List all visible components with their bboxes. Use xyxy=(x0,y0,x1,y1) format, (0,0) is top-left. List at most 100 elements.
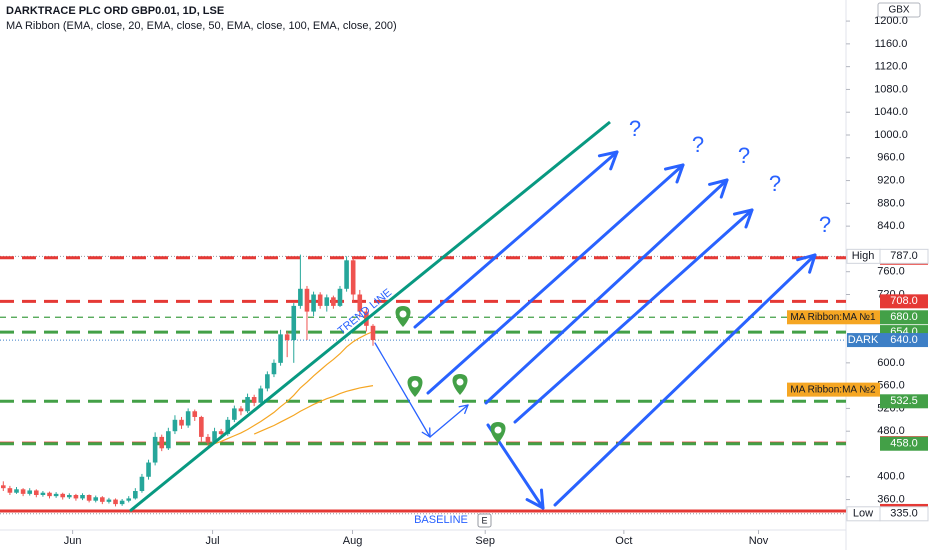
candle-body xyxy=(133,491,138,498)
candle-body xyxy=(311,294,316,311)
candle-body xyxy=(87,495,92,501)
candle-body xyxy=(8,488,13,493)
ma-tag: MA Ribbon:MA №1 xyxy=(790,312,876,323)
question-mark: ? xyxy=(738,143,750,168)
candle-body xyxy=(291,306,296,340)
candle-body xyxy=(140,477,145,491)
candle-body xyxy=(272,363,277,374)
x-tick-label: Sep xyxy=(475,535,495,547)
y-tick-label: 1200.0 xyxy=(874,15,908,27)
level-label: 708.0 xyxy=(890,295,918,307)
y-tick-label: 1040.0 xyxy=(874,106,908,118)
candle-body xyxy=(113,500,118,505)
y-tick-label: 1000.0 xyxy=(874,129,908,141)
candle-body xyxy=(14,489,19,492)
candle-body xyxy=(146,463,151,477)
candle-body xyxy=(351,260,356,294)
candle-body xyxy=(107,500,112,502)
y-tick-label: 1160.0 xyxy=(875,38,908,50)
candle-body xyxy=(120,501,125,504)
candle-body xyxy=(232,408,237,419)
candle-body xyxy=(265,374,270,388)
candle-body xyxy=(21,489,26,494)
y-tick-label: 480.0 xyxy=(877,425,905,437)
candle-body xyxy=(338,289,343,306)
candle-body xyxy=(245,397,250,411)
x-tick-label: Nov xyxy=(749,535,769,547)
candle-body xyxy=(206,437,211,443)
y-tick-label: 1120.0 xyxy=(875,61,908,73)
candle-body xyxy=(100,497,105,502)
location-pin-dot xyxy=(412,381,419,388)
candle-body xyxy=(331,297,336,306)
level-label: 458.0 xyxy=(890,438,918,450)
question-mark: ? xyxy=(819,212,831,237)
candle-body xyxy=(219,431,224,434)
indicator-title: MA Ribbon (EMA, close, 20, EMA, close, 5… xyxy=(6,20,397,32)
y-tick-label: 960.0 xyxy=(877,152,905,164)
y-tick-label: 600.0 xyxy=(877,357,905,369)
location-pin-dot xyxy=(400,311,407,318)
y-tick-label: 920.0 xyxy=(877,174,905,186)
candle-body xyxy=(60,494,65,497)
candle-body xyxy=(159,437,164,448)
x-tick-label: Jul xyxy=(206,535,220,547)
e-label: E xyxy=(481,515,487,525)
candle-body xyxy=(298,289,303,306)
candle-body xyxy=(258,388,263,402)
x-tick-label: Aug xyxy=(343,535,363,547)
baseline-label: BASELINE xyxy=(414,514,468,526)
candle-body xyxy=(344,260,349,288)
candle-body xyxy=(371,326,376,340)
candle-body xyxy=(47,493,52,496)
candle-body xyxy=(173,420,178,431)
marker-name: DARK xyxy=(848,334,879,346)
candle-body xyxy=(41,493,46,495)
question-mark: ? xyxy=(692,132,704,157)
y-tick-label: 760.0 xyxy=(877,266,905,278)
candle-body xyxy=(305,289,310,312)
y-tick-label: 400.0 xyxy=(877,471,905,483)
y-tick-label: 360.0 xyxy=(877,493,905,505)
candle-body xyxy=(27,490,32,493)
marker-name: High xyxy=(852,250,875,262)
candle-body xyxy=(126,498,131,500)
candle-body xyxy=(278,334,283,362)
candle-body xyxy=(252,397,257,403)
candle-body xyxy=(74,495,79,498)
marker-value: 787.0 xyxy=(890,250,918,262)
y-tick-label: 1080.0 xyxy=(874,83,908,95)
candle-body xyxy=(318,294,323,305)
candle-body xyxy=(93,497,98,500)
location-pin-dot xyxy=(495,427,502,434)
location-pin-dot xyxy=(457,379,464,386)
candle-body xyxy=(285,334,290,340)
y-tick-label: 840.0 xyxy=(877,220,905,232)
marker-value: 335.0 xyxy=(890,508,918,520)
level-label: 532.5 xyxy=(890,395,918,407)
candle-body xyxy=(54,494,59,496)
candle-body xyxy=(179,420,184,426)
arrow-head xyxy=(541,490,543,508)
level-label: 680.0 xyxy=(890,311,918,323)
y-tick-label: 560.0 xyxy=(877,380,905,392)
x-tick-label: Jun xyxy=(64,535,82,547)
candle-body xyxy=(324,297,329,306)
marker-name: Low xyxy=(853,508,873,520)
candle-body xyxy=(80,495,85,498)
candle-body xyxy=(239,408,244,411)
symbol-title: DARKTRACE PLC ORD GBP0.01, 1D, LSE xyxy=(6,5,224,17)
candle-body xyxy=(153,437,158,463)
candle-body xyxy=(186,411,191,425)
candle-body xyxy=(67,495,72,497)
candle-body xyxy=(192,411,197,417)
candle-body xyxy=(166,431,171,448)
ma-tag: MA Ribbon:MA №2 xyxy=(790,384,876,395)
question-mark: ? xyxy=(769,171,781,196)
marker-value: 640.0 xyxy=(890,334,918,346)
candle-body xyxy=(1,485,6,488)
question-mark: ? xyxy=(629,116,641,141)
x-tick-label: Oct xyxy=(615,535,632,547)
candle-body xyxy=(199,417,204,437)
